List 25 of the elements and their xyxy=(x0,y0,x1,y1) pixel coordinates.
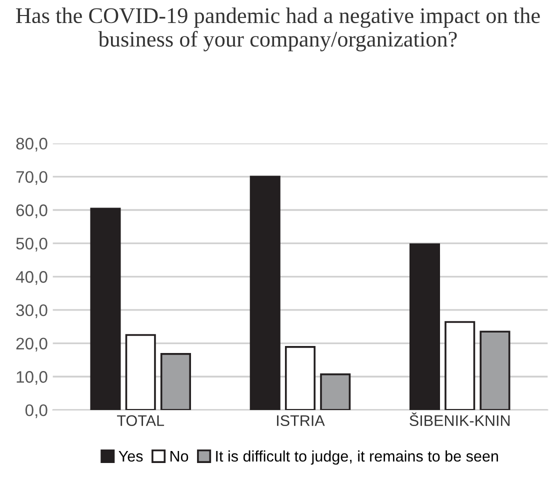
y-tick-label: 20,0 xyxy=(16,338,48,352)
y-tick-label: 70,0 xyxy=(16,171,48,185)
y-tick-label: 30,0 xyxy=(16,304,48,318)
y-tick-label: 60,0 xyxy=(16,204,48,218)
x-tick-label: ISTRIA xyxy=(277,415,325,426)
bar xyxy=(444,321,476,410)
legend-label: Yes xyxy=(118,450,143,462)
bar xyxy=(409,243,440,410)
y-tick-label: 10,0 xyxy=(16,371,48,385)
bar xyxy=(284,346,316,410)
bar xyxy=(320,373,351,410)
y-tick-label: 50,0 xyxy=(16,238,48,252)
bar xyxy=(90,208,121,410)
bar xyxy=(480,330,510,410)
y-tick-label: 40,0 xyxy=(16,271,48,285)
y-tick-label: 80,0 xyxy=(16,138,48,152)
chart-title: Has the COVID-19 pandemic had a negative impact on the business of your company/organization? xyxy=(16,8,540,52)
x-tick-label: ŠIBENIK-KNIN xyxy=(410,412,510,426)
bar xyxy=(160,353,192,410)
y-tick-label: 0,0 xyxy=(25,404,48,418)
x-tick-label: TOTAL xyxy=(117,415,164,426)
bar xyxy=(250,176,280,410)
legend-label: No xyxy=(170,450,188,462)
legend-label: It is difficult to judge, it remains to be seen xyxy=(216,450,498,465)
bar xyxy=(125,334,156,410)
